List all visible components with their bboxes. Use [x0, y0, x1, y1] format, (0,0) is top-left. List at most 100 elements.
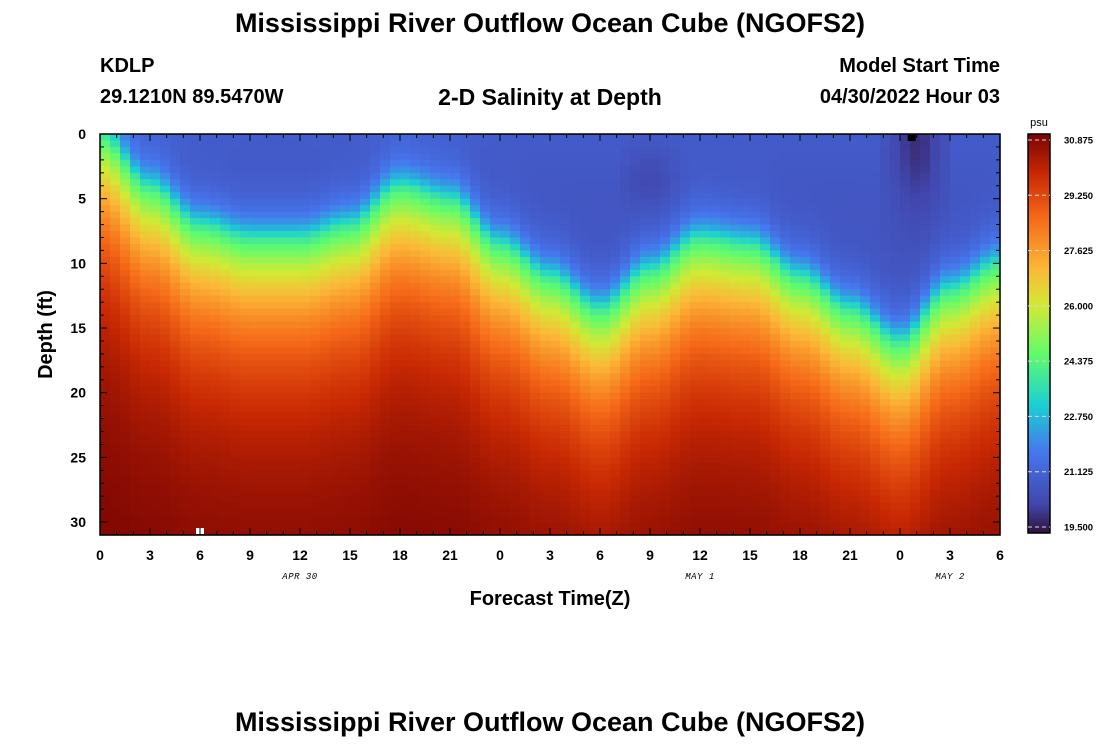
heatmap-cell [490, 444, 501, 452]
heatmap-cell [630, 470, 641, 478]
heatmap-cell [310, 379, 321, 387]
heatmap-cell [690, 483, 701, 491]
heatmap-cell [800, 243, 811, 252]
heatmap-cell [500, 205, 511, 213]
heatmap-cell [480, 218, 491, 226]
heatmap-cell [260, 373, 271, 381]
heatmap-cell [700, 360, 711, 368]
heatmap-cell [280, 476, 291, 484]
heatmap-cell [730, 237, 741, 245]
heatmap-cell [810, 502, 821, 510]
heatmap-cell [280, 179, 291, 187]
heatmap-cell [900, 146, 911, 155]
heatmap-cell [890, 256, 901, 264]
heatmap-cell [900, 263, 911, 271]
heatmap-cell [290, 405, 301, 413]
heatmap-cell [680, 321, 691, 329]
heatmap-cell [100, 263, 111, 271]
heatmap-cell [540, 198, 551, 206]
heatmap-cell [790, 172, 801, 180]
heatmap-cell [860, 366, 871, 374]
heatmap-cell [530, 386, 541, 394]
heatmap-cell [510, 476, 521, 484]
heatmap-cell [820, 392, 831, 400]
heatmap-cell [260, 276, 271, 284]
heatmap-cell [360, 476, 371, 484]
heatmap-cell [250, 237, 261, 245]
heatmap-cell [370, 399, 381, 407]
heatmap-cell [550, 205, 561, 213]
heatmap-cell [280, 302, 291, 310]
heatmap-cell [840, 379, 851, 387]
heatmap-cell [890, 282, 901, 290]
heatmap-cell [560, 256, 571, 264]
heatmap-cell [430, 256, 441, 264]
heatmap-cell [880, 502, 891, 510]
heatmap-cell [240, 172, 251, 180]
heatmap-cell [810, 463, 821, 471]
heatmap-cell [820, 366, 831, 374]
heatmap-cell [690, 386, 701, 394]
heatmap-cell [220, 302, 231, 310]
heatmap-cell [870, 192, 881, 200]
heatmap-cell [550, 289, 561, 297]
heatmap-cell [120, 431, 131, 439]
heatmap-cell [780, 515, 791, 523]
heatmap-cell [220, 360, 231, 368]
heatmap-cell [790, 386, 801, 394]
heatmap-cell [620, 528, 631, 536]
heatmap-cell [280, 205, 291, 213]
heatmap-cell [230, 379, 241, 387]
heatmap-cell [560, 159, 571, 167]
heatmap-cell [710, 231, 721, 239]
heatmap-cell [580, 263, 591, 271]
heatmap-cell [520, 399, 531, 407]
heatmap-cell [280, 483, 291, 491]
heatmap-cell [480, 502, 491, 510]
heatmap-cell [180, 418, 191, 426]
heatmap-cell [430, 528, 441, 536]
heatmap-cell [860, 231, 871, 239]
heatmap-cell [250, 243, 261, 252]
heatmap-cell [420, 496, 431, 504]
heatmap-cell [100, 457, 111, 465]
heatmap-cell [440, 470, 451, 478]
heatmap-cell [340, 366, 351, 374]
heatmap-cell [680, 470, 691, 478]
heatmap-cell [760, 347, 771, 355]
heatmap-cell [520, 159, 531, 167]
heatmap-cell [110, 470, 121, 478]
heatmap-cell [450, 218, 461, 226]
heatmap-cell [280, 250, 291, 258]
heatmap-cell [450, 140, 461, 148]
heatmap-cell [810, 412, 821, 420]
heatmap-cell [880, 483, 891, 491]
heatmap-cell [600, 140, 611, 148]
heatmap-cell [820, 489, 831, 497]
heatmap-cell [540, 425, 551, 433]
heatmap-cell [720, 457, 731, 465]
heatmap-cell [570, 379, 581, 387]
heatmap-cell [870, 528, 881, 536]
heatmap-cell [590, 140, 601, 148]
heatmap-cell [890, 502, 901, 510]
heatmap-cell [200, 353, 211, 361]
heatmap-cell [810, 405, 821, 413]
heatmap-cell [810, 399, 821, 407]
heatmap-cell [160, 276, 171, 284]
heatmap-cell [770, 522, 781, 530]
heatmap-cell [710, 237, 721, 245]
heatmap-cell [690, 159, 701, 167]
heatmap-cell [440, 140, 451, 148]
heatmap-cell [470, 470, 481, 478]
heatmap-cell [180, 502, 191, 510]
heatmap-cell [180, 250, 191, 258]
heatmap-cell [820, 528, 831, 536]
heatmap-cell [160, 347, 171, 355]
heatmap-cell [510, 153, 521, 161]
heatmap-cell [370, 192, 381, 200]
heatmap-cell [390, 522, 401, 530]
heatmap-cell [750, 373, 761, 381]
heatmap-cell [730, 476, 741, 484]
heatmap-cell [530, 218, 541, 226]
